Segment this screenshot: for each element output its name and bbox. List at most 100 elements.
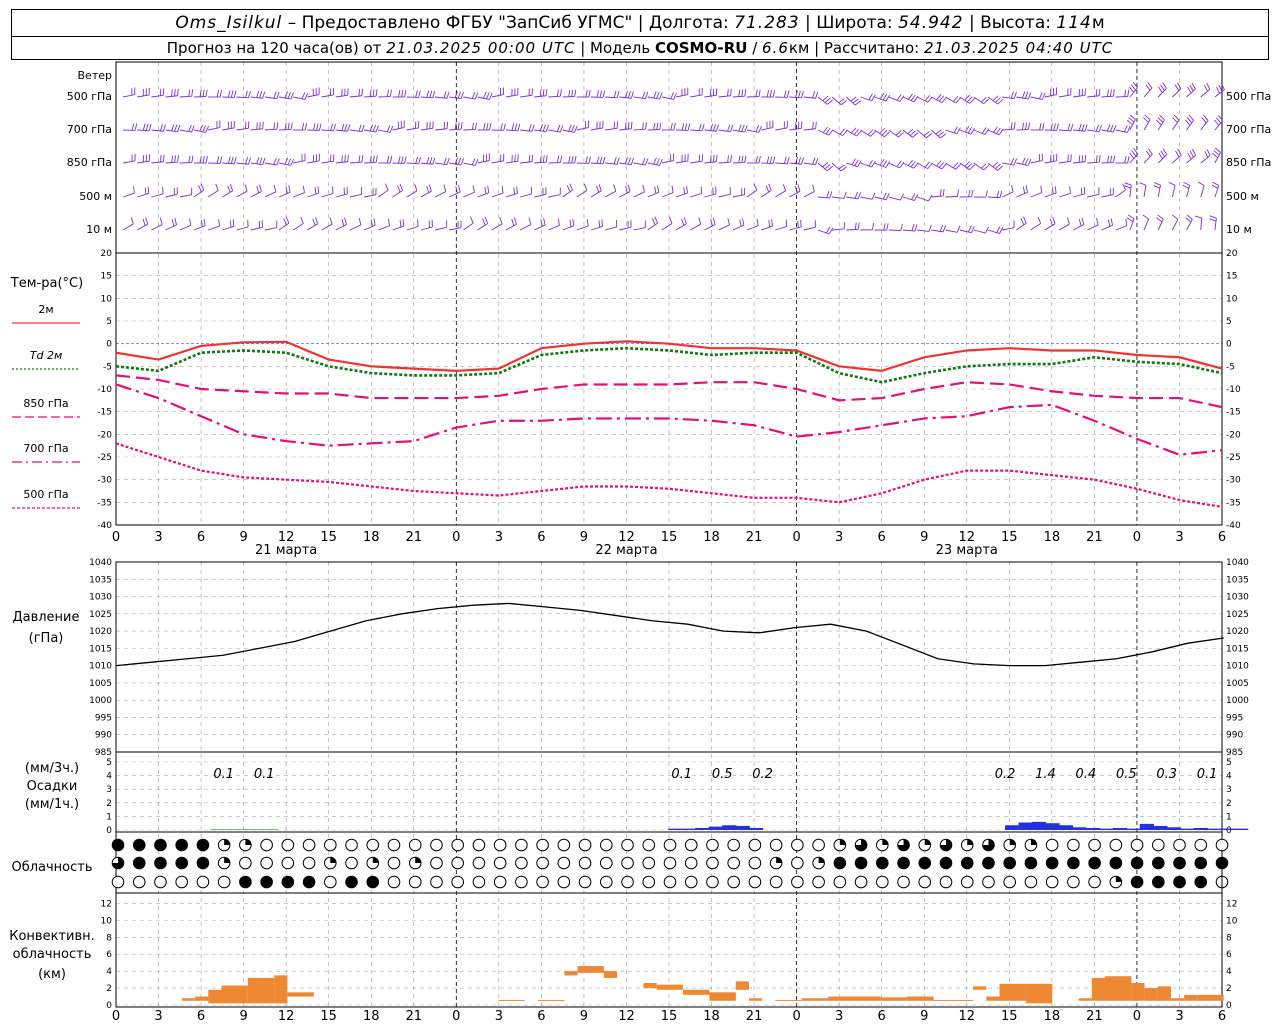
conv-cloud-bar	[656, 984, 684, 990]
wind-barb-feather	[569, 219, 572, 227]
cloud-quarter	[924, 839, 931, 845]
cloud-cover-symbol	[663, 875, 677, 889]
wind-barb-feather	[983, 98, 990, 105]
cloud-circle	[387, 875, 401, 889]
wind-barb-feather	[1067, 123, 1071, 131]
wind-barb-feather	[1023, 216, 1027, 224]
wind-barb-feather	[248, 90, 251, 98]
wind-barb	[1126, 114, 1136, 131]
wind-barb-shaft	[1044, 192, 1057, 198]
wind-barb-feather	[850, 96, 857, 102]
hour-label: 12	[958, 530, 975, 545]
precip-bar	[1058, 825, 1074, 830]
temp-series-t700	[115, 383, 1223, 456]
precip-total-label: 0.1	[254, 767, 275, 782]
wind-barb-feather	[432, 90, 436, 98]
wind-barb	[364, 124, 379, 133]
hour-label: 9	[239, 1009, 247, 1024]
wind-barb-feather	[630, 157, 635, 165]
pressure-ytick-right: 1025	[1226, 610, 1249, 620]
cloud-circle	[876, 875, 889, 889]
wind-barb	[917, 224, 932, 232]
wind-barb	[449, 220, 462, 231]
cloud-cover-symbol	[1152, 838, 1165, 852]
wind-barb	[264, 185, 277, 198]
wind-barb-shaft	[208, 127, 220, 131]
wind-barb-shaft	[576, 127, 589, 131]
wind-barb-feather	[1191, 82, 1196, 90]
wind-barb-shaft	[732, 224, 745, 231]
wind-barb	[236, 219, 249, 231]
wind-barb-feather	[200, 219, 203, 227]
cloud-cover-symbol	[345, 856, 358, 870]
wind-barb-shaft	[1143, 154, 1153, 164]
wind-barb	[420, 184, 432, 198]
wind-barb-shaft	[1171, 185, 1176, 198]
cloud-circle	[515, 856, 528, 870]
wind-barb-feather	[782, 184, 787, 191]
temp-ytick-left: -15	[97, 408, 112, 418]
wind-barb	[349, 88, 364, 98]
cloud-circle	[791, 875, 804, 889]
wind-barb	[931, 129, 947, 139]
wind-barb-feather	[216, 156, 220, 164]
wind-barb-feather	[1051, 187, 1054, 195]
cloud-quarter	[330, 857, 337, 863]
wind-barb-feather	[1147, 82, 1153, 89]
cloud-cover-symbol	[1045, 856, 1059, 870]
wind-barb-feather	[370, 219, 373, 227]
wind-barb-feather	[361, 88, 364, 96]
cloud-circle	[132, 875, 146, 889]
wind-barb-feather	[613, 90, 617, 98]
wind-barb-shaft	[1058, 193, 1071, 198]
wind-barb	[619, 157, 635, 166]
wind-barb-feather	[1129, 86, 1135, 93]
wind-barb-shaft	[860, 96, 872, 102]
cloud-cover-symbol	[727, 838, 740, 852]
wind-barb	[137, 154, 151, 164]
wind-barb-shaft	[959, 229, 972, 234]
wind-barb-feather	[361, 124, 365, 132]
wind-barb	[307, 87, 320, 98]
wind-barb	[1172, 148, 1182, 164]
cloud-cover-symbol	[939, 856, 953, 870]
wind-barb-feather	[171, 89, 173, 97]
wind-barb-shaft	[505, 129, 518, 132]
wind-barb-feather	[344, 155, 346, 163]
wind-barb-feather	[503, 123, 506, 131]
wind-barb-feather	[772, 156, 776, 164]
wind-barb	[576, 90, 591, 98]
wind-barb-feather	[826, 190, 830, 198]
wind-barb-shaft	[534, 193, 547, 198]
wind-barb-shaft	[378, 225, 390, 231]
wind-barb-feather	[910, 161, 916, 168]
wind-barb-feather	[1127, 156, 1130, 164]
wind-barb-shaft	[718, 224, 730, 231]
wind-barb	[874, 223, 889, 231]
wind-barb-feather	[569, 183, 573, 191]
wind-barb-feather	[871, 160, 876, 168]
wind-barb-feather	[1206, 82, 1211, 90]
wind-barb-feather	[145, 217, 149, 225]
wind-barb-feather	[542, 155, 545, 163]
hour-label: 6	[197, 530, 205, 545]
wind-barb-feather	[812, 157, 816, 165]
wind-barb-shaft	[633, 96, 646, 100]
cloud-cover-symbol	[154, 838, 167, 852]
wind-barb-feather	[312, 218, 316, 226]
wind-barb	[1157, 82, 1167, 98]
cloud-circle	[324, 875, 337, 889]
wind-barb-feather	[256, 122, 258, 130]
wind-barb	[363, 218, 376, 231]
cloud-circle	[1045, 838, 1059, 852]
wind-barb-feather	[936, 94, 942, 101]
wind-barb-feather	[386, 156, 390, 164]
cloud-cover-symbol	[387, 856, 401, 870]
cloud-circle	[600, 856, 613, 870]
wind-barb-shaft	[1157, 185, 1161, 198]
wind-barb-feather	[1142, 117, 1149, 123]
wind-barb-feather	[159, 155, 162, 163]
cloud-circle	[451, 838, 464, 852]
wind-barb-feather	[881, 129, 888, 136]
